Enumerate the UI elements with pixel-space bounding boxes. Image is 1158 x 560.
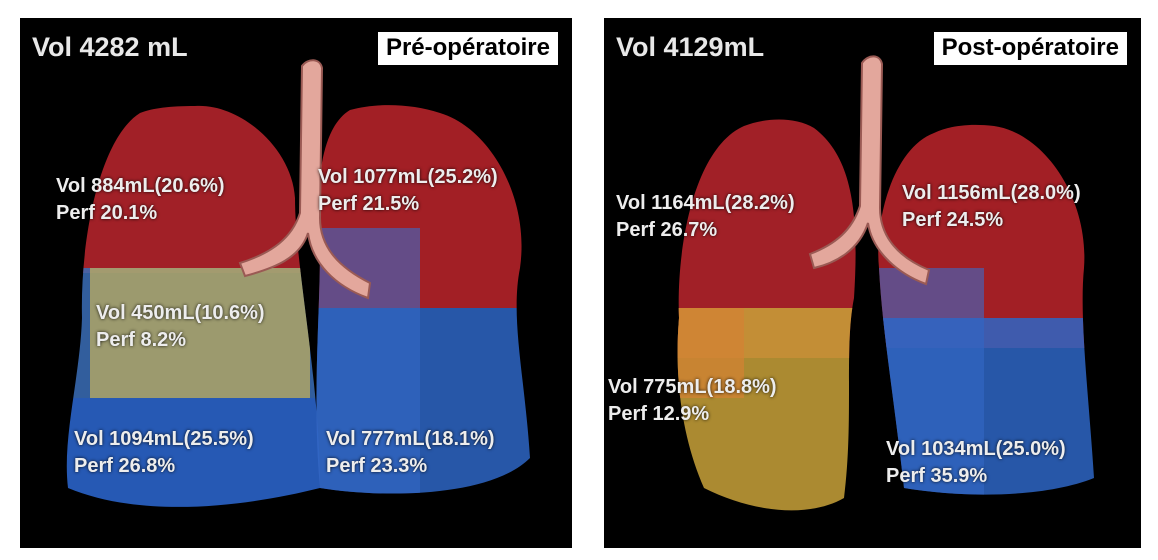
- phase-label: Pré-opératoire: [377, 32, 558, 65]
- trachea: [808, 55, 931, 286]
- lung-rendering-post: [677, 55, 1094, 511]
- segment-label-left-upper: Vol 1077mL(25.2%) Perf 21.5%: [318, 166, 498, 215]
- total-volume-label: Vol 4129mL: [616, 32, 765, 62]
- right-lung-post: [677, 119, 856, 511]
- lung-rendering-pre: [66, 59, 530, 507]
- segment-label-right-upper: Vol 1164mL(28.2%) Perf 26.7%: [616, 192, 795, 241]
- trachea: [238, 59, 372, 300]
- segment-label-right-lower: Vol 775mL(18.8%) Perf 12.9%: [608, 376, 777, 425]
- post-operative-panel: Vol 4129mL Post-opératoire Vol 1164mL(28…: [604, 18, 1141, 548]
- segment-label-left-upper: Vol 1156mL(28.0%) Perf 24.5%: [902, 182, 1081, 231]
- phase-label: Post-opératoire: [933, 32, 1127, 65]
- segment-label-left-lower: Vol 1034mL(25.0%) Perf 35.9%: [886, 438, 1066, 487]
- segment-label-right-lower: Vol 1094mL(25.5%) Perf 26.8%: [74, 428, 254, 477]
- total-volume-label: Vol 4282 mL: [32, 32, 188, 62]
- pre-operative-panel: Vol 4282 mL Pré-opératoire Vol 884mL(20.…: [20, 18, 572, 548]
- segment-label-left-lower: Vol 777mL(18.1%) Perf 23.3%: [326, 428, 495, 477]
- segment-label-right-upper: Vol 884mL(20.6%) Perf 20.1%: [56, 175, 225, 224]
- segment-label-right-middle: Vol 450mL(10.6%) Perf 8.2%: [96, 302, 265, 351]
